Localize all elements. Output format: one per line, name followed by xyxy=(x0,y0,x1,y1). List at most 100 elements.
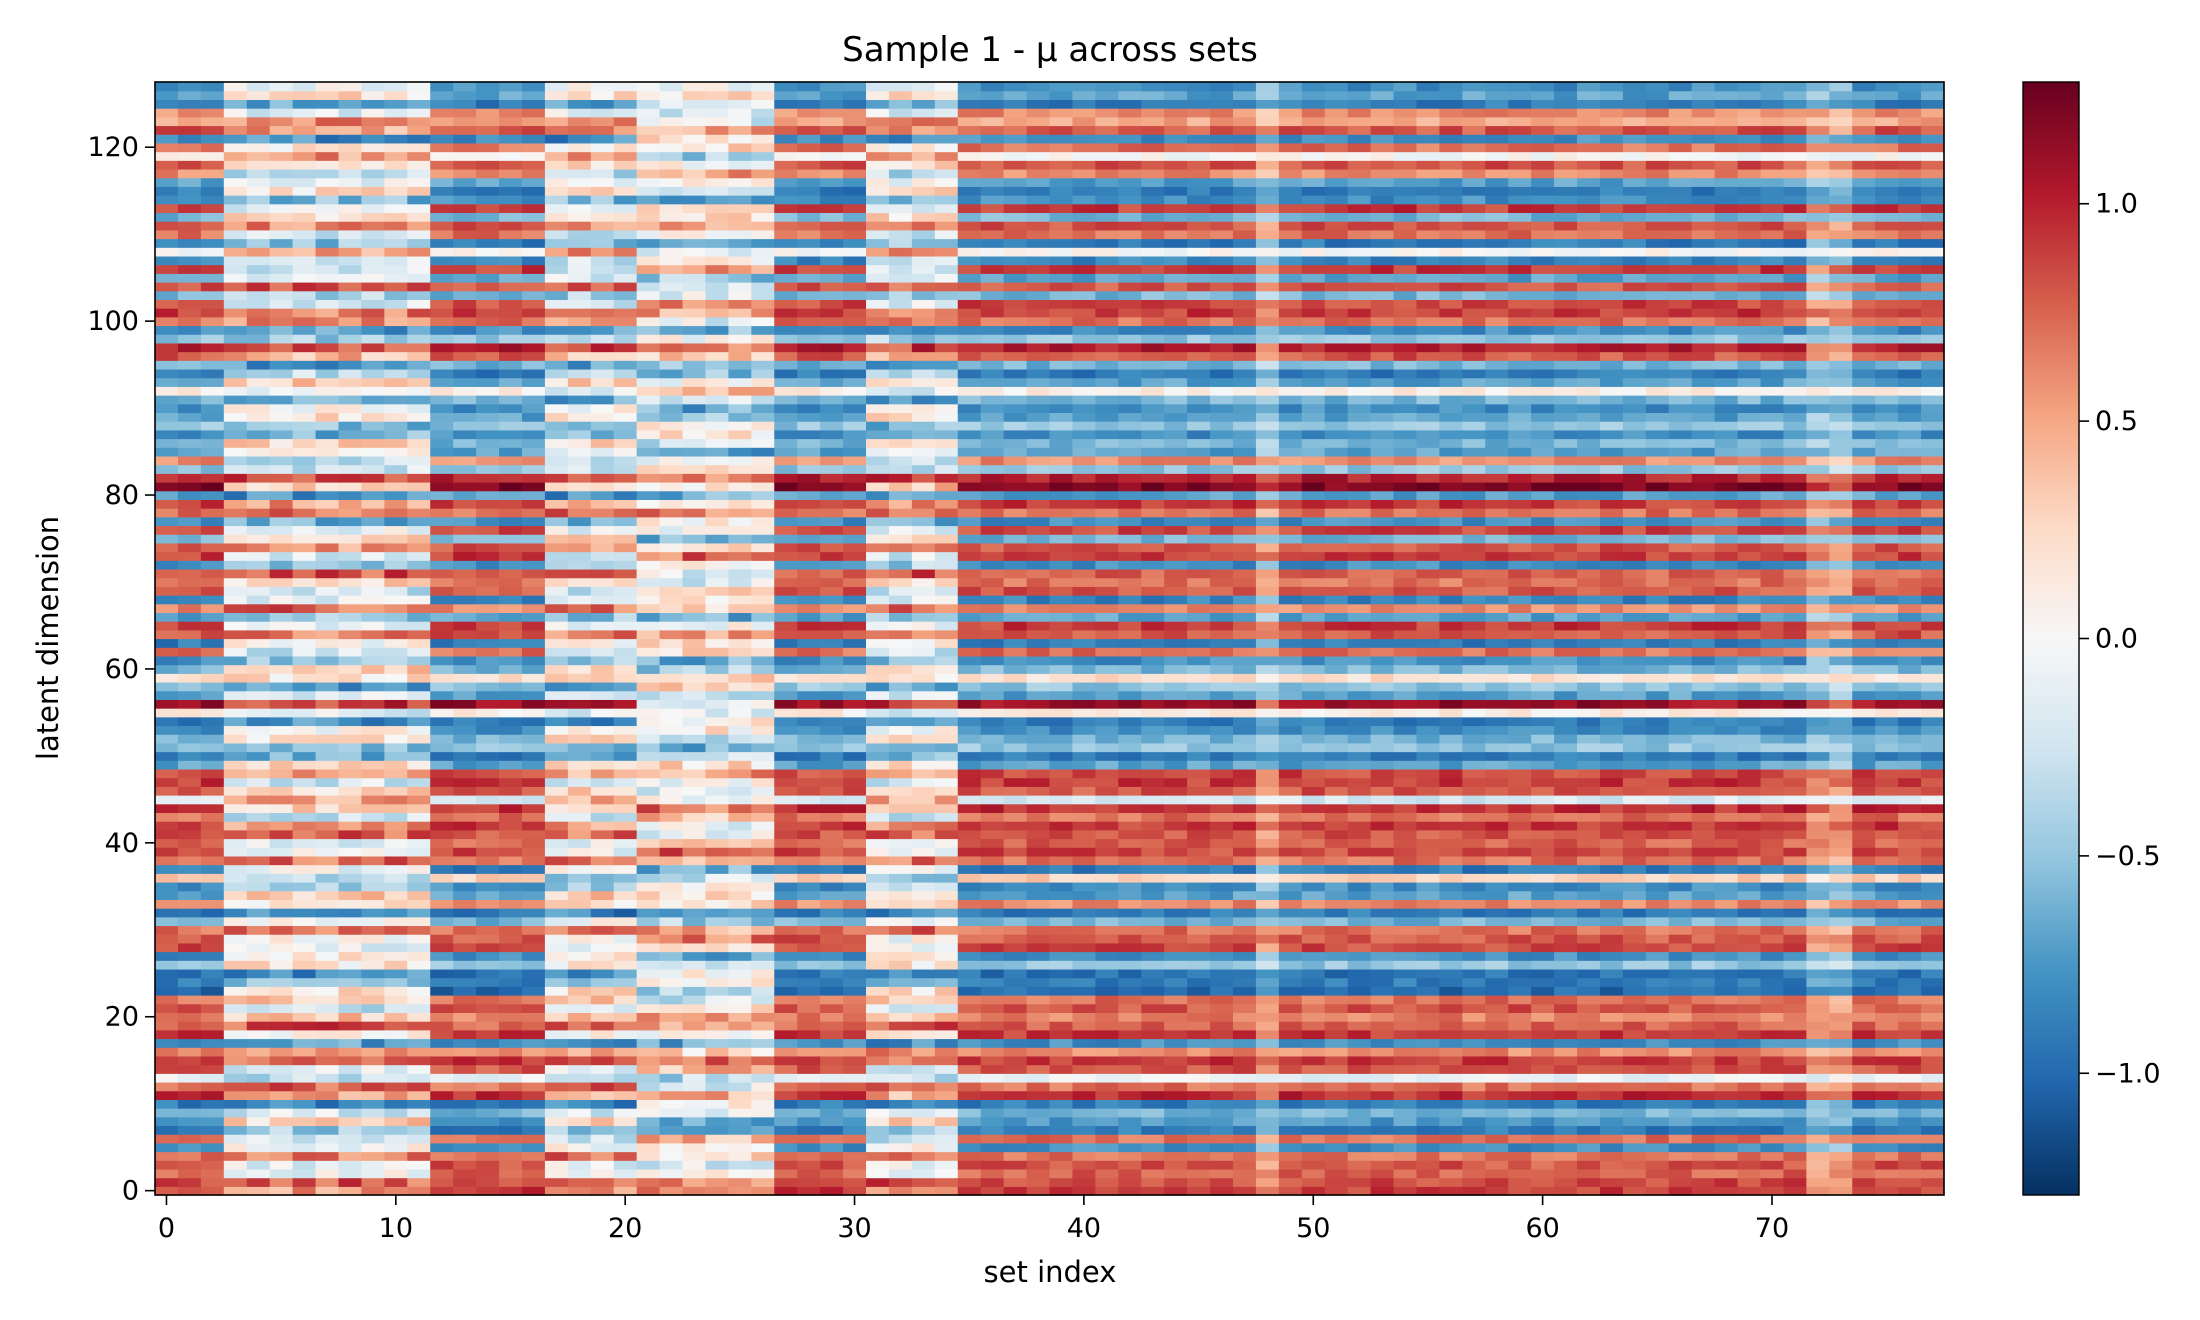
heatmap-cell xyxy=(177,742,202,753)
heatmap-cell xyxy=(384,760,408,770)
heatmap-cell xyxy=(361,177,385,187)
heatmap-cell xyxy=(246,542,271,553)
heatmap-cell xyxy=(957,925,982,935)
heatmap-cell xyxy=(888,481,913,492)
heatmap-cell xyxy=(384,629,408,640)
heatmap-cell xyxy=(338,934,363,944)
heatmap-cell xyxy=(590,508,615,518)
heatmap-cell xyxy=(223,534,248,544)
heatmap-cell xyxy=(361,229,385,240)
heatmap-cell xyxy=(728,142,752,153)
heatmap-cell xyxy=(751,273,775,283)
heatmap-cell xyxy=(269,90,294,100)
heatmap-cell xyxy=(430,290,454,300)
heatmap-cell xyxy=(384,890,408,900)
heatmap-cell xyxy=(957,673,982,683)
heatmap-cell xyxy=(177,1108,202,1118)
heatmap-cell xyxy=(338,464,363,474)
heatmap-cell xyxy=(315,203,340,214)
heatmap-cell xyxy=(911,638,936,648)
heatmap-cell xyxy=(269,212,294,222)
heatmap-cell xyxy=(957,812,982,822)
heatmap-cell xyxy=(957,351,982,361)
heatmap-cell xyxy=(361,490,385,500)
heatmap-cell xyxy=(315,847,340,857)
heatmap-cell xyxy=(797,838,821,848)
heatmap-cell xyxy=(911,977,936,987)
heatmap-cell xyxy=(728,829,752,840)
heatmap-cell xyxy=(544,690,569,700)
heatmap-cell xyxy=(934,534,959,544)
heatmap-cell xyxy=(820,916,844,927)
heatmap-cell xyxy=(934,1125,959,1135)
heatmap-cell xyxy=(636,125,661,135)
heatmap-cell xyxy=(705,699,729,709)
heatmap-cell xyxy=(1026,1177,1051,1187)
heatmap-cell xyxy=(774,908,798,918)
heatmap-cell xyxy=(751,325,775,335)
heatmap-cell xyxy=(246,960,271,970)
heatmap-cell xyxy=(223,742,248,753)
heatmap-cell xyxy=(590,864,615,874)
heatmap-cell xyxy=(246,577,271,587)
heatmap-cell xyxy=(223,134,248,144)
heatmap-cell xyxy=(155,603,179,614)
heatmap-cell xyxy=(292,899,317,909)
heatmap-cell xyxy=(751,916,775,927)
heatmap-cell xyxy=(1026,916,1051,927)
heatmap-cell xyxy=(934,1090,959,1100)
heatmap-cell xyxy=(521,725,546,735)
heatmap-cell xyxy=(521,403,546,414)
heatmap-cell xyxy=(866,342,890,353)
heatmap-cell xyxy=(361,281,385,292)
heatmap-cell xyxy=(705,1125,729,1135)
heatmap-cell xyxy=(269,908,294,918)
heatmap-cell xyxy=(499,142,523,153)
heatmap-cell xyxy=(269,168,294,179)
heatmap-cell xyxy=(682,360,707,370)
heatmap-cell xyxy=(499,603,523,614)
heatmap-cell xyxy=(613,108,638,118)
heatmap-cell xyxy=(705,586,729,596)
heatmap-cell xyxy=(361,90,385,100)
heatmap-cell xyxy=(361,429,385,440)
heatmap-cell xyxy=(476,786,500,796)
heatmap-cell xyxy=(384,238,408,248)
heatmap-cell xyxy=(659,968,684,979)
heatmap-cell xyxy=(499,881,523,892)
heatmap-cell xyxy=(888,577,913,587)
heatmap-cell xyxy=(682,438,707,448)
heatmap-cell xyxy=(200,90,225,100)
heatmap-cell xyxy=(453,1064,477,1074)
heatmap-cell xyxy=(338,247,363,257)
heatmap-cell xyxy=(613,334,638,344)
heatmap-cell xyxy=(1003,768,1028,779)
heatmap-cell xyxy=(636,968,661,979)
heatmap-cell xyxy=(155,481,179,492)
heatmap-cell xyxy=(820,221,844,231)
heatmap-cell xyxy=(797,847,821,857)
heatmap-cell xyxy=(338,942,363,953)
heatmap-cell xyxy=(980,925,1005,935)
heatmap-cell xyxy=(430,847,454,857)
heatmap-cell xyxy=(797,829,821,840)
heatmap-cell xyxy=(155,403,179,414)
heatmap-cell xyxy=(843,516,867,527)
heatmap-cell xyxy=(590,916,615,927)
heatmap-cell xyxy=(338,864,363,874)
heatmap-cell xyxy=(521,186,546,196)
heatmap-cell xyxy=(797,403,821,414)
heatmap-cell xyxy=(223,855,248,866)
heatmap-cell xyxy=(705,82,729,92)
heatmap-cell xyxy=(155,438,179,448)
heatmap-cell xyxy=(888,942,913,953)
heatmap-cell xyxy=(911,82,936,92)
heatmap-cell xyxy=(292,968,317,979)
heatmap-cell xyxy=(544,203,569,214)
heatmap-cell xyxy=(957,664,982,674)
heatmap-cell xyxy=(476,273,500,283)
heatmap-cell xyxy=(980,464,1005,474)
heatmap-cell xyxy=(200,916,225,927)
heatmap-cell xyxy=(177,1055,202,1066)
heatmap-cell xyxy=(430,247,454,257)
